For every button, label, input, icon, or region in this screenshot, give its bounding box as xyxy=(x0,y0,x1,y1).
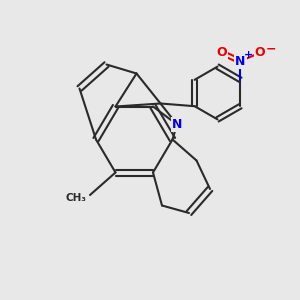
Text: O: O xyxy=(217,46,227,59)
Text: +: + xyxy=(244,50,254,60)
Text: CH₃: CH₃ xyxy=(65,193,86,203)
Text: O: O xyxy=(255,46,265,59)
Text: N: N xyxy=(235,55,246,68)
Text: N: N xyxy=(172,118,182,131)
Text: −: − xyxy=(266,43,277,56)
